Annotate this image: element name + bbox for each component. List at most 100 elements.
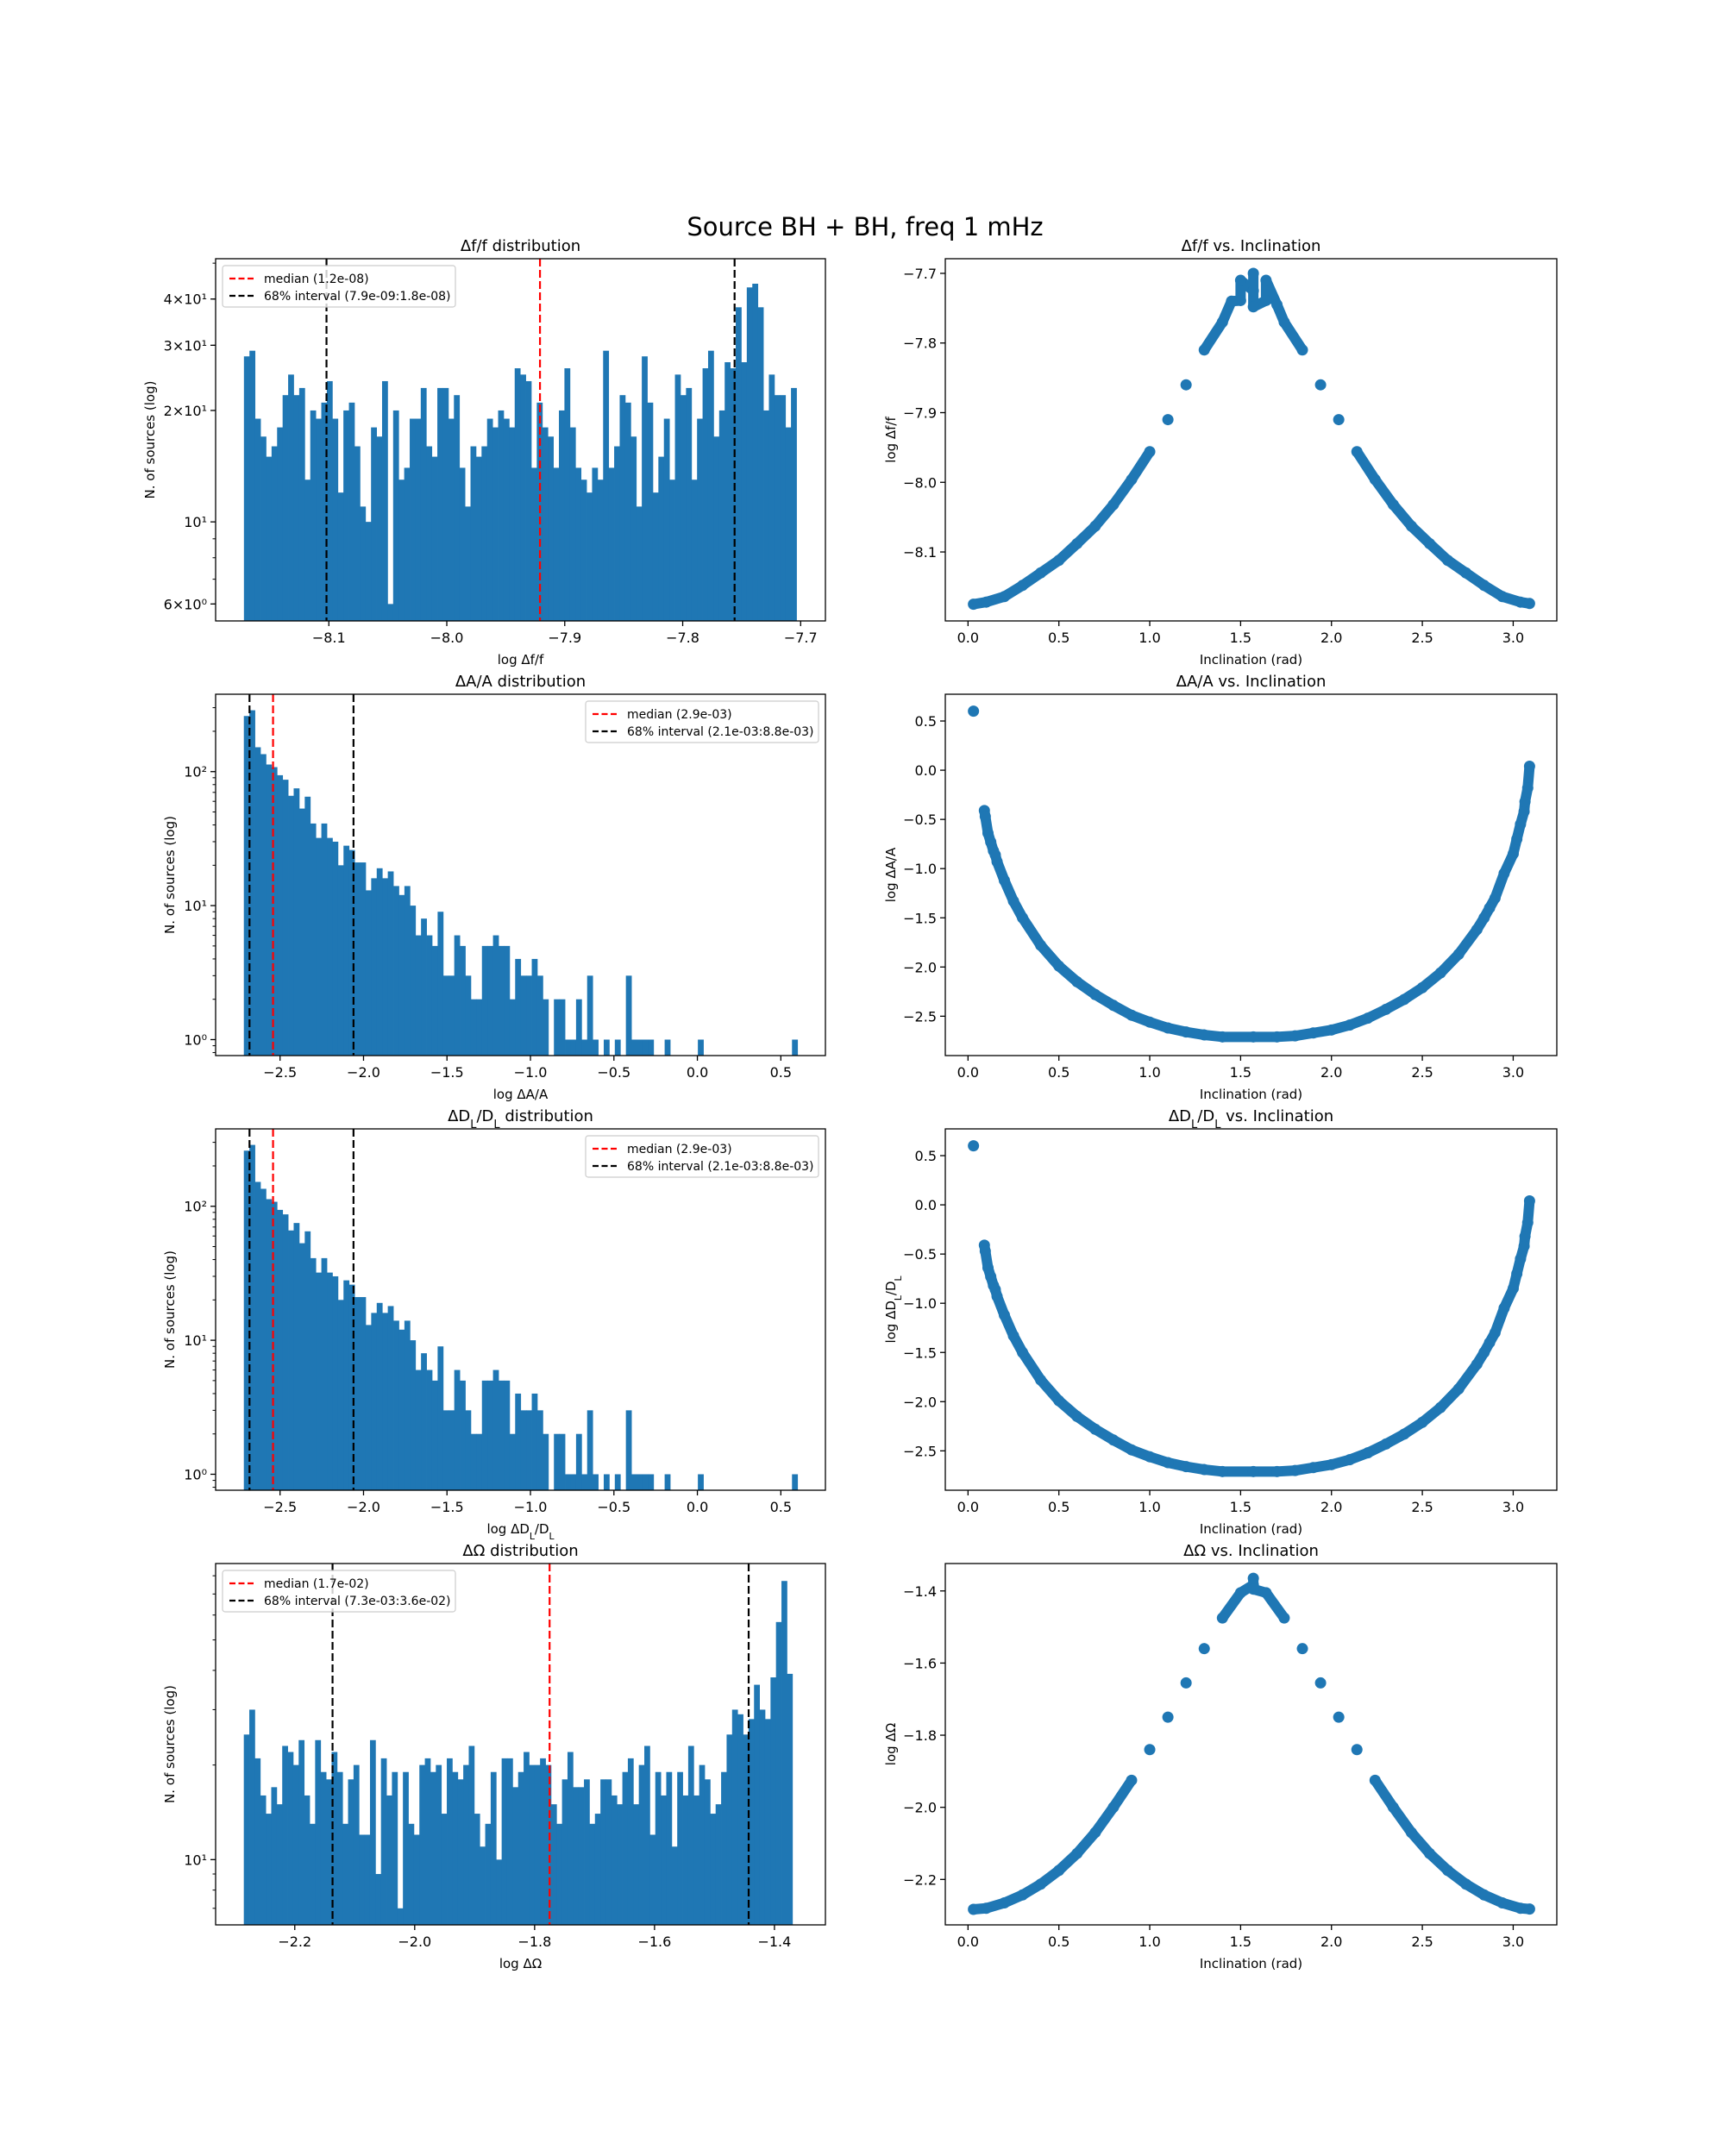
histogram-bar <box>619 395 626 621</box>
scatter-point <box>1515 1253 1527 1265</box>
scatter-point <box>1496 1896 1509 1908</box>
scatter-point <box>1247 267 1259 279</box>
histogram-bar <box>243 1150 250 1490</box>
histogram-bar <box>353 1764 360 1925</box>
axes-frame <box>944 693 1558 1056</box>
histogram-bar <box>520 975 527 1056</box>
histogram-bar <box>775 1621 782 1925</box>
histogram-bar <box>575 1433 582 1490</box>
scatter-point <box>980 596 992 608</box>
scatter-point <box>1434 1401 1446 1413</box>
histogram-bar <box>512 1787 519 1925</box>
histogram-bar <box>360 1297 367 1490</box>
scatter-point <box>1416 1416 1428 1428</box>
scatter-point <box>1314 379 1327 391</box>
histogram-bar <box>332 841 339 1056</box>
histogram-bar <box>731 1709 738 1925</box>
histogram-bar <box>369 1739 376 1925</box>
histogram-bar <box>554 1433 561 1490</box>
scatter-point <box>1017 580 1029 592</box>
scatter-point <box>1523 1195 1535 1207</box>
histogram-bar <box>637 1474 643 1490</box>
y-axis-label: N. of sources (log) <box>162 1685 178 1803</box>
histogram-bar <box>707 350 714 621</box>
y-tick-label: −2.0 <box>903 959 937 975</box>
histogram-bar <box>638 1764 645 1925</box>
x-tick-label: 0.5 <box>770 1499 792 1515</box>
y-tick-label: 10² <box>184 764 207 780</box>
scatter-point <box>1126 473 1138 486</box>
scatter-point <box>1126 1444 1138 1456</box>
scatter-point <box>1198 1029 1210 1041</box>
histogram-bar <box>550 1804 557 1925</box>
histogram-bar <box>748 1719 755 1925</box>
x-tick-label: 0.5 <box>1048 1934 1070 1950</box>
histogram-bar <box>315 1739 322 1925</box>
histogram-bar <box>386 1795 392 1925</box>
x-axis-label: log ΔΩ <box>499 1956 542 1971</box>
histogram-bar <box>393 1320 399 1490</box>
scatter-point <box>1333 1711 1345 1723</box>
histogram-bar <box>781 1581 787 1925</box>
histogram-bar <box>343 410 349 621</box>
histogram-bar <box>504 945 511 1056</box>
scatter-point <box>1518 1240 1530 1252</box>
y-tick-label: −2.0 <box>903 1394 937 1410</box>
histogram-bar <box>426 446 433 621</box>
histogram-bar <box>686 387 693 621</box>
histogram-bar <box>559 410 565 621</box>
y-axis-label: log ΔΩ <box>883 1723 899 1765</box>
histogram-bar <box>465 1410 472 1490</box>
scatter-point <box>1198 344 1210 356</box>
histogram-bar <box>465 506 471 621</box>
y-tick-label: −8.1 <box>903 544 937 561</box>
legend-interval-label: 68% interval (2.1e-03:8.8e-03) <box>627 725 814 739</box>
x-tick-label: −1.5 <box>430 1499 464 1515</box>
scatter-point <box>1521 1217 1534 1229</box>
histogram-bar <box>702 368 709 621</box>
scatter-point <box>968 599 980 611</box>
scatter-point <box>1308 1462 1320 1474</box>
histogram-bar <box>415 935 422 1056</box>
subplot-title: ΔA/A distribution <box>455 673 586 691</box>
histogram-bar <box>365 890 372 1056</box>
scatter-point <box>1247 1583 1259 1595</box>
histogram-bar <box>310 410 317 621</box>
x-tick-label: −1.6 <box>637 1934 671 1950</box>
legend-interval-label: 68% interval (7.9e-09:1.8e-08) <box>264 290 451 304</box>
histogram-bar <box>592 467 599 621</box>
histogram-bar <box>780 395 787 621</box>
scatter-point <box>1107 1000 1120 1012</box>
histogram-bar <box>321 823 328 1056</box>
histogram-bar <box>698 1039 704 1056</box>
scatter-point <box>1515 596 1527 608</box>
histogram-bar <box>304 1795 310 1925</box>
legend-median-label: median (1.7e-02) <box>264 1577 369 1591</box>
histogram-bar <box>509 1433 516 1490</box>
x-tick-label: 2.5 <box>1411 1499 1433 1515</box>
histogram-bar <box>398 479 405 621</box>
histogram-bar <box>581 1474 588 1490</box>
histogram-bar <box>614 1039 621 1056</box>
y-tick-label: −0.5 <box>903 812 937 828</box>
scatter-point <box>1107 1802 1120 1814</box>
x-tick-label: −7.9 <box>548 630 581 646</box>
scatter-point <box>1035 567 1047 579</box>
plot-area <box>243 259 797 621</box>
scatter-point <box>1216 1031 1228 1043</box>
histogram-bar <box>597 479 604 621</box>
histogram-bar <box>475 456 482 621</box>
histogram-bar <box>292 1764 299 1925</box>
plot-area <box>968 1140 1535 1477</box>
histogram-bar <box>441 1814 448 1925</box>
histogram-bar <box>540 1758 546 1925</box>
scatter-point <box>1053 1395 1065 1407</box>
histogram-bar <box>529 1764 536 1925</box>
scatter-point <box>1498 1302 1510 1314</box>
histogram-bar <box>658 456 665 621</box>
histogram-bar <box>293 788 300 1056</box>
x-tick-label: 0.5 <box>1048 630 1070 646</box>
scatter-point <box>1424 1847 1436 1859</box>
legend: median (1.2e-08) 68% interval (7.9e-09:1.… <box>222 265 456 308</box>
histogram-bar <box>316 418 322 621</box>
